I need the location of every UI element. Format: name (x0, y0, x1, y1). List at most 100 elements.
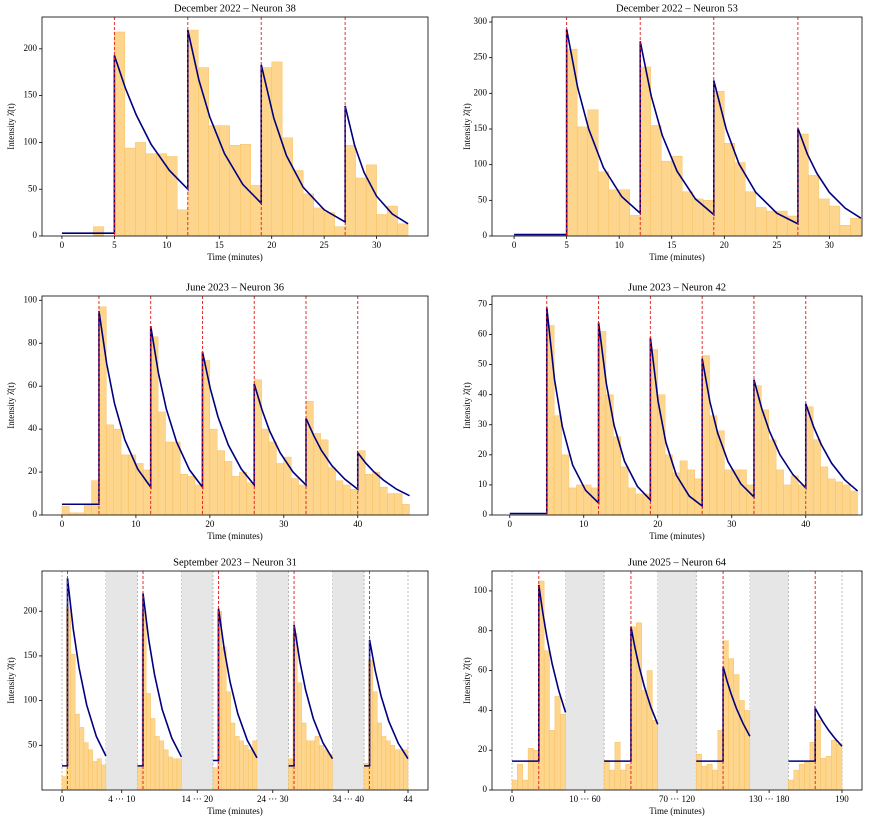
bar (313, 207, 325, 237)
bar (652, 720, 658, 791)
bar (261, 67, 272, 237)
y-tick-label: 20 (478, 449, 488, 459)
x-tick-label: 40 (801, 519, 811, 529)
y-axis-label: Intensity λ̂(t) (6, 657, 16, 704)
bar (363, 762, 369, 791)
bar (842, 484, 851, 516)
bar (298, 484, 307, 516)
bar (798, 763, 805, 791)
bar (576, 126, 588, 237)
bar (229, 145, 241, 237)
bar (314, 736, 320, 791)
bar (818, 198, 830, 237)
bar (187, 476, 196, 516)
bar (836, 744, 843, 791)
x-axis-label: Time (minutes) (649, 252, 704, 262)
bar (614, 742, 621, 791)
bar (629, 215, 641, 237)
bar (239, 740, 244, 791)
y-tick-label: 150 (24, 650, 38, 660)
bar (397, 223, 409, 237)
y-tick-label: 100 (24, 695, 38, 705)
x-axis-label: Time (minutes) (207, 252, 262, 262)
bar (305, 740, 311, 791)
x-tick-label: 5 (112, 240, 117, 250)
x-axis-label: Time (minutes) (207, 806, 262, 816)
bar (783, 484, 792, 516)
bar (609, 769, 616, 791)
bar (608, 189, 620, 237)
x-tick-label: 30 (825, 240, 835, 250)
bar (114, 31, 126, 237)
bar (243, 745, 249, 791)
bar (568, 487, 577, 516)
bar (377, 722, 382, 791)
x-tick-label: 20 (205, 519, 215, 529)
bar (561, 454, 570, 516)
bar (124, 147, 136, 237)
bar (106, 424, 114, 516)
bar (301, 722, 307, 791)
x-tick-label: 15 (215, 240, 225, 250)
y-tick-label: 80 (28, 337, 38, 347)
chart-title: June 2025 – Neuron 64 (628, 557, 727, 568)
x-tick-label: 190 (835, 794, 849, 804)
bar (254, 379, 262, 516)
bar (687, 469, 695, 516)
bar (627, 487, 636, 516)
bar (712, 769, 718, 791)
y-axis-label: Intensity λ̂(t) (6, 103, 16, 150)
bar (603, 759, 610, 791)
bar (246, 482, 255, 516)
bar (135, 142, 147, 237)
bar (694, 478, 703, 516)
x-tick-label: 0 (510, 794, 515, 804)
bar (61, 506, 70, 516)
bar (825, 755, 832, 791)
bar (709, 415, 718, 516)
bar (641, 690, 648, 791)
bar (724, 469, 732, 516)
y-tick-label: 20 (478, 744, 488, 754)
gap-region (256, 571, 289, 790)
y-axis-label: Intensity λ̂(t) (462, 382, 472, 429)
bar (282, 137, 293, 237)
bar (137, 765, 143, 791)
bar (231, 476, 240, 516)
bar (364, 474, 373, 516)
bar (682, 191, 693, 237)
y-tick-label: 50 (28, 739, 38, 749)
bar (319, 745, 324, 791)
bar (70, 653, 76, 791)
y-tick-label: 200 (24, 605, 38, 615)
bar (302, 193, 314, 237)
gap-region (657, 571, 697, 790)
bar (372, 691, 378, 791)
chart-title: September 2023 – Neuron 31 (173, 557, 297, 568)
bar (194, 484, 203, 516)
bar (701, 765, 708, 791)
bar (88, 749, 93, 791)
bar (738, 469, 747, 516)
y-tick-label: 150 (474, 123, 488, 133)
bar (744, 710, 751, 791)
y-tick-label: 100 (474, 585, 488, 595)
bar (168, 756, 173, 791)
x-tick-label: 0 (508, 519, 513, 529)
bar (165, 441, 174, 516)
y-tick-label: 0 (483, 784, 488, 794)
bar (143, 469, 151, 516)
bar (344, 145, 356, 237)
bar (775, 469, 784, 516)
bar (288, 758, 294, 791)
bar (208, 125, 220, 237)
plot-frame (491, 295, 863, 516)
bar (831, 740, 837, 791)
bar (92, 761, 98, 791)
bar (113, 428, 122, 516)
bar (334, 226, 346, 237)
x-tick-label: 24 ··· 30 (257, 794, 289, 804)
bar (650, 125, 662, 237)
bar (793, 769, 800, 791)
y-tick-label: 30 (478, 419, 488, 429)
